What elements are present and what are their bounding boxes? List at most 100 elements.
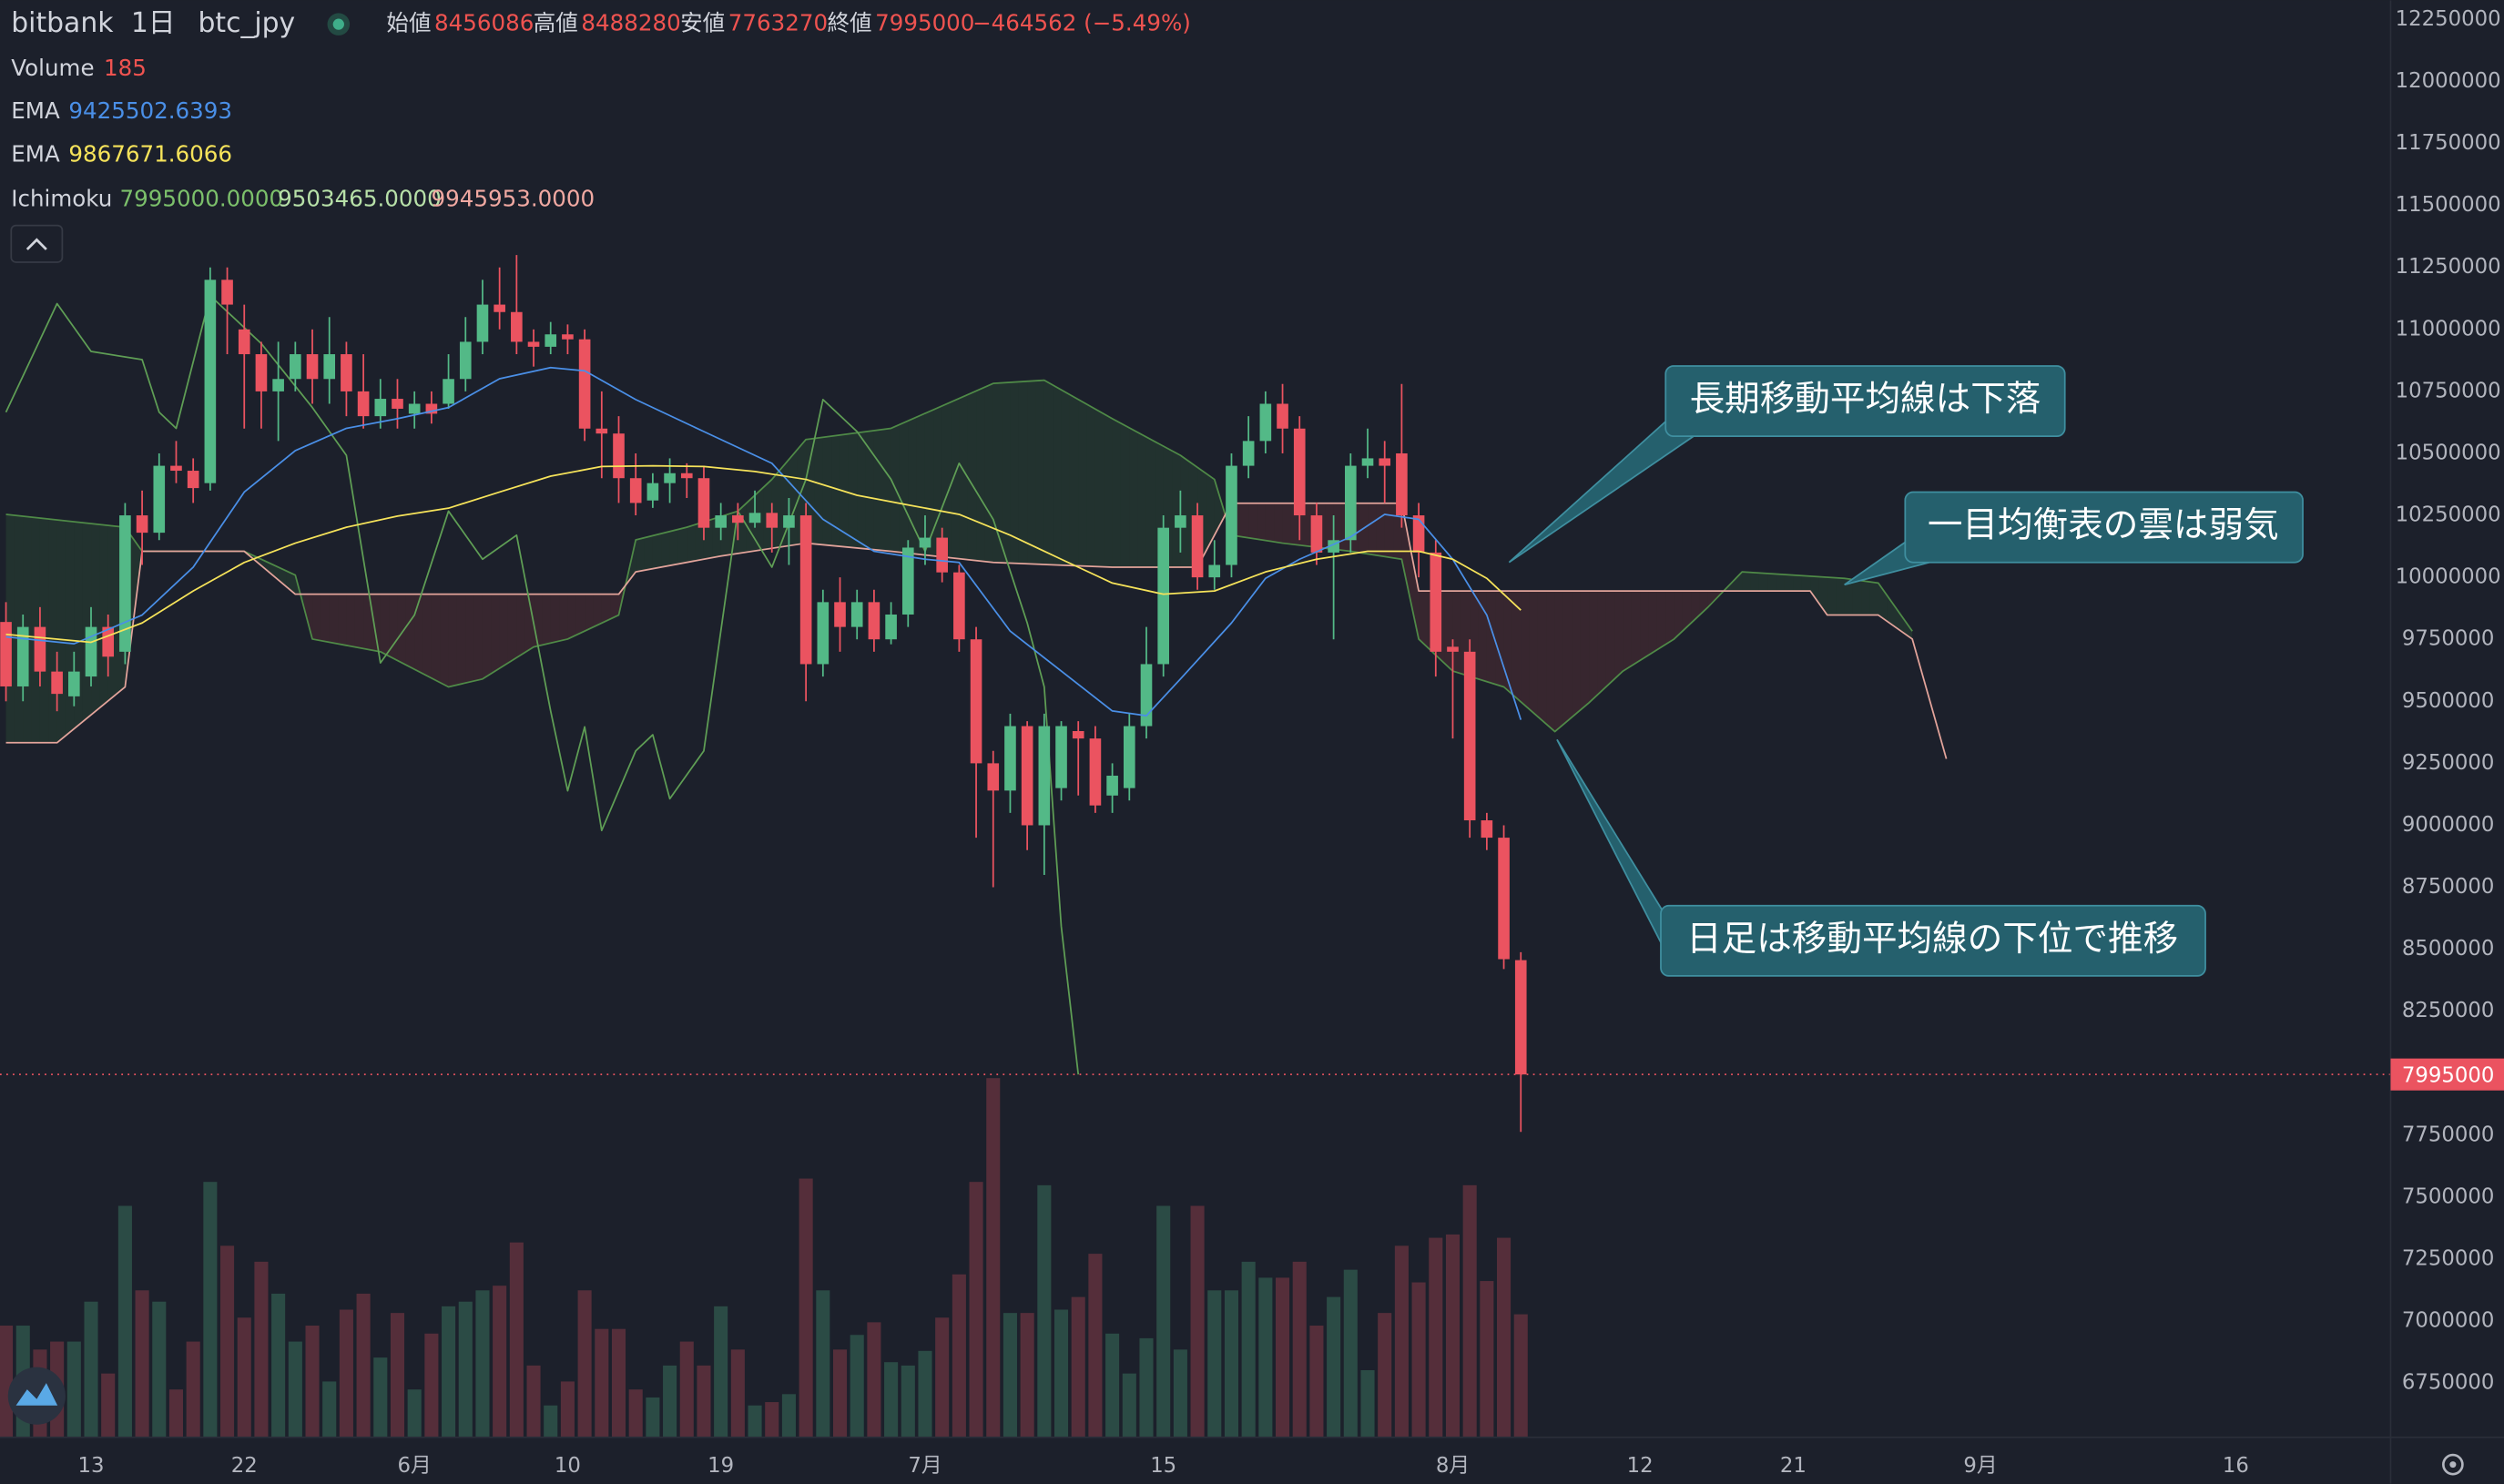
- candle-body: [392, 399, 403, 409]
- candle-body: [1038, 726, 1051, 826]
- candle-body: [970, 639, 982, 764]
- candle-body: [799, 515, 812, 665]
- cloud-fill: [74, 522, 83, 729]
- candle-body: [1293, 428, 1306, 516]
- volume-bar: [390, 1313, 405, 1438]
- candle-body: [443, 379, 454, 404]
- cloud-fill: [1486, 591, 1496, 685]
- volume-bar: [117, 1205, 132, 1438]
- candle-body: [868, 602, 880, 640]
- cloud-fill: [1707, 591, 1717, 607]
- volume-bar: [611, 1328, 626, 1438]
- cloud-fill: [1257, 503, 1266, 541]
- cloud-fill: [1094, 409, 1104, 567]
- x-tick-label: 13: [78, 1454, 105, 1478]
- logo[interactable]: [7, 1367, 66, 1425]
- volume-bar: [832, 1349, 848, 1438]
- cloud-fill: [652, 534, 662, 569]
- cloud-fill: [746, 495, 756, 553]
- candle-body: [987, 763, 1000, 791]
- volume-bar: [1156, 1205, 1171, 1438]
- undefined: [5, 379, 1913, 733]
- volume-bar: [322, 1381, 337, 1438]
- cloud-fill: [1801, 575, 1811, 592]
- candle-body: [511, 311, 523, 342]
- cloud-fill: [431, 594, 441, 683]
- volume-bar: [816, 1290, 830, 1438]
- volume-bar: [1429, 1237, 1443, 1438]
- candle-body: [459, 341, 472, 380]
- candle-body: [1259, 403, 1272, 442]
- cloud-fill: [669, 529, 678, 566]
- candle-body: [885, 614, 897, 640]
- volume-bar: [986, 1078, 1001, 1438]
- cloud-fill: [1827, 577, 1837, 615]
- volume-bar: [646, 1397, 660, 1438]
- callout-text: 長期移動平均線は下落: [1690, 379, 2041, 420]
- y-tick-label: 7500000: [2402, 1184, 2494, 1208]
- candle-body: [170, 465, 182, 472]
- last-price-tag: [2390, 1058, 2504, 1091]
- cloud-fill: [1248, 503, 1257, 540]
- y-tick-label: 8500000: [2402, 937, 2494, 961]
- cloud-fill: [933, 405, 942, 557]
- cloud-fill: [899, 421, 909, 554]
- candle-body: [578, 339, 591, 429]
- cloud-fill: [1521, 591, 1530, 710]
- cloud-fill: [499, 594, 508, 669]
- candle-body: [408, 403, 421, 414]
- cloud-fill: [1861, 580, 1870, 615]
- candle-body: [1140, 664, 1153, 727]
- cloud-fill: [507, 594, 517, 664]
- candle-body: [255, 354, 268, 391]
- cloud-fill: [771, 469, 781, 549]
- cloud-fill: [575, 594, 585, 635]
- cloud-fill: [1478, 591, 1487, 682]
- volume-bar: [407, 1389, 422, 1438]
- volume-bar: [748, 1405, 762, 1438]
- cloud-fill: [1384, 503, 1394, 558]
- volume-bar: [935, 1317, 950, 1438]
- cloud-fill: [1546, 591, 1555, 732]
- settings-icon[interactable]: [2442, 1453, 2464, 1476]
- x-tick-label: 8月: [1436, 1454, 1470, 1478]
- cloud-fill: [1887, 595, 1896, 627]
- cloud-fill: [1043, 380, 1054, 565]
- cloud-fill: [542, 594, 551, 645]
- volume-bar: [901, 1365, 915, 1438]
- candle-body: [323, 354, 336, 380]
- cloud-fill: [422, 594, 432, 678]
- cloud-fill: [1776, 574, 1785, 592]
- volume-bar: [765, 1402, 779, 1438]
- cloud-fill: [1580, 591, 1590, 710]
- volume-bar: [1258, 1277, 1273, 1438]
- x-tick-label: 19: [707, 1454, 734, 1478]
- cloud-fill: [1239, 503, 1249, 538]
- volume-bar: [101, 1373, 116, 1438]
- candle-body: [187, 471, 199, 489]
- cloud-fill: [857, 432, 866, 549]
- candle-body: [1089, 738, 1102, 806]
- cloud-fill: [491, 594, 500, 674]
- y-tick-label: 11500000: [2396, 193, 2501, 217]
- symbol: btc_jpy: [198, 7, 295, 39]
- cloud-fill: [695, 522, 704, 561]
- cloud-fill: [363, 594, 372, 651]
- cloud-fill: [822, 436, 832, 546]
- candle-body: [1412, 515, 1425, 553]
- volume-bar: [1037, 1184, 1052, 1438]
- collapse-button[interactable]: [10, 224, 64, 263]
- legend-name: EMA: [11, 140, 60, 167]
- candle-body: [766, 513, 779, 528]
- legend-value: 9503465.0000: [278, 186, 442, 212]
- cloud-fill: [661, 531, 670, 567]
- status-dot: [332, 18, 344, 30]
- y-tick-label: 9250000: [2402, 751, 2494, 775]
- cloud-fill: [1086, 404, 1095, 567]
- cloud-fill: [1597, 591, 1606, 696]
- cloud-fill: [916, 413, 925, 555]
- cloud-fill: [1572, 591, 1581, 717]
- volume-bar: [1071, 1296, 1085, 1438]
- cloud-fill: [1810, 575, 1819, 604]
- cloud-fill: [1589, 591, 1598, 703]
